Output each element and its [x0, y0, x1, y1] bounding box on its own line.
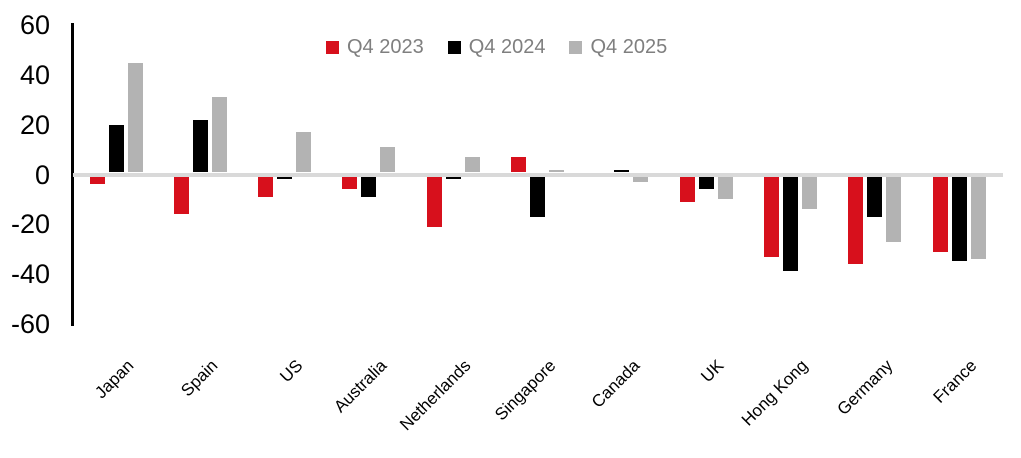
bar-q4-2025-canada — [633, 176, 649, 182]
y-tick-label: -40 — [10, 258, 50, 289]
legend-label: Q4 2023 — [347, 36, 424, 58]
bar-q4-2023-spain — [173, 176, 189, 215]
bar-q4-2023-france — [932, 176, 948, 252]
legend-item-q4-2023: Q4 2023 — [326, 36, 424, 58]
y-tick-label: 0 — [34, 159, 50, 190]
y-tick-label: 40 — [19, 60, 50, 91]
bar-q4-2024-australia — [361, 176, 377, 197]
legend-label: Q4 2025 — [590, 36, 668, 58]
bar-q4-2025-us — [296, 132, 312, 173]
legend-swatch-black — [447, 40, 461, 54]
bar-q4-2025-germany — [886, 176, 902, 242]
bar-q4-2023-australia — [342, 176, 358, 190]
legend-item-q4-2025: Q4 2025 — [569, 36, 667, 58]
bar-q4-2023-netherlands — [426, 176, 442, 227]
bar-q4-2024-us — [277, 176, 293, 180]
bar-q4-2024-singapore — [530, 176, 545, 217]
bar-q4-2023-singapore — [511, 157, 526, 173]
legend-swatch-gray — [569, 40, 583, 54]
bar-q4-2024-spain — [192, 119, 208, 173]
legend-label: Q4 2024 — [468, 36, 546, 58]
y-tick-label: -20 — [10, 209, 50, 240]
bar-q4-2025-france — [970, 176, 986, 259]
zero-baseline — [73, 172, 1003, 177]
bar-q4-2024-japan — [108, 124, 124, 173]
y-tick-label: -60 — [10, 308, 50, 339]
chart-legend: Q4 2023 Q4 2024 Q4 2025 — [326, 36, 667, 58]
bar-q4-2023-japan — [89, 176, 105, 185]
bar-q4-2025-uk — [717, 176, 733, 200]
bar-q4-2025-japan — [127, 62, 143, 173]
bar-q4-2025-hong-kong — [801, 176, 817, 210]
bar-q4-2024-germany — [867, 176, 883, 217]
bar-q4-2025-singapore — [549, 169, 564, 173]
legend-item-q4-2024: Q4 2024 — [447, 36, 546, 58]
bar-q4-2024-canada — [614, 169, 630, 173]
y-tick-label: 60 — [19, 10, 50, 41]
y-axis-line — [71, 23, 74, 326]
y-tick-label: 20 — [19, 109, 50, 140]
bar-q4-2024-france — [951, 176, 967, 262]
bar-q4-2024-uk — [698, 176, 714, 190]
bar-q4-2024-netherlands — [445, 176, 461, 180]
bar-q4-2023-germany — [848, 176, 864, 264]
bar-q4-2023-uk — [679, 176, 695, 202]
bar-q4-2023-us — [258, 176, 274, 197]
legend-swatch-red — [326, 40, 339, 54]
bar-q4-2023-hong-kong — [763, 176, 779, 257]
bar-q4-2024-hong-kong — [782, 176, 798, 272]
bar-q4-2025-spain — [211, 97, 227, 173]
bar-q4-2025-netherlands — [464, 157, 480, 173]
bar-q4-2025-australia — [380, 147, 396, 173]
